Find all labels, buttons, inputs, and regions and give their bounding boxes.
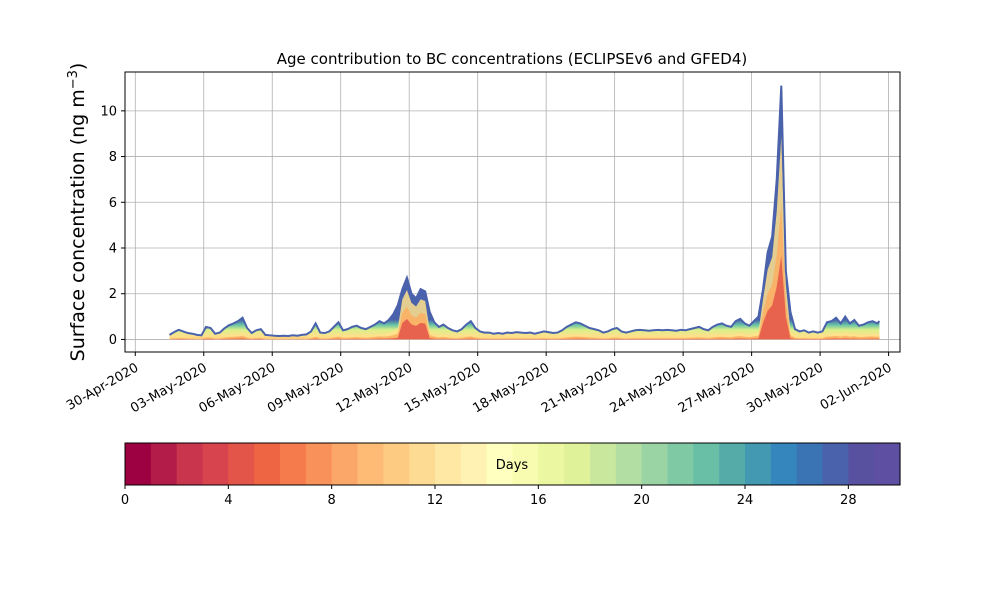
colorbar-bin	[822, 443, 849, 485]
colorbar-bin	[280, 443, 307, 485]
y-axis: 0 2 4 6 8 10	[100, 104, 125, 348]
colorbar-bin	[305, 443, 333, 485]
colorbar-tick-label: 12	[427, 493, 444, 508]
colorbar-bin	[538, 443, 565, 485]
colorbar-tick-label: 24	[737, 493, 754, 508]
colorbar-bin	[331, 443, 359, 485]
colorbar-bin	[615, 443, 643, 485]
colorbar-bin	[383, 443, 410, 485]
colorbar-tick-label: 28	[840, 493, 857, 508]
colorbar-tick-label: 0	[121, 493, 129, 508]
chart-title: Age contribution to BC concentrations (E…	[277, 50, 748, 68]
colorbar-bin	[564, 443, 591, 485]
colorbar-bin	[125, 443, 152, 485]
y-axis-label-close: )	[67, 63, 89, 70]
colorbar-bin	[667, 443, 694, 485]
colorbar: Days 0 4 8 12 16 20 24 28	[121, 442, 901, 508]
y-tick-label: 4	[109, 242, 117, 257]
series-layer	[168, 85, 881, 340]
y-tick-label: 2	[109, 287, 117, 302]
colorbar-bin	[228, 443, 255, 485]
series-top-line	[168, 85, 881, 338]
colorbar-ticks: 0 4 8 12 16 20 24 28	[121, 485, 857, 508]
colorbar-bin	[590, 443, 617, 485]
colorbar-bin	[641, 443, 669, 485]
colorbar-bin	[150, 443, 178, 485]
colorbar-bin	[719, 443, 746, 485]
y-tick-label: 10	[100, 104, 117, 119]
y-tick-label: 0	[109, 333, 117, 348]
y-axis-label-main: Surface concentration (ng m	[67, 89, 89, 361]
colorbar-bin	[357, 443, 384, 485]
y-axis-label-superscript: −3	[66, 70, 81, 89]
colorbar-bin	[409, 443, 436, 485]
y-tick-label: 6	[109, 196, 117, 211]
colorbar-bin	[693, 443, 720, 485]
plot-frame	[124, 71, 901, 353]
colorbar-bin	[254, 443, 281, 485]
colorbar-tick-label: 16	[530, 493, 547, 508]
colorbar-label: Days	[496, 458, 529, 473]
colorbar-bin	[460, 443, 488, 485]
y-axis-label: Surface concentration (ng m−3)	[66, 63, 90, 362]
colorbar-bin	[770, 443, 798, 485]
colorbar-bin	[435, 443, 462, 485]
colorbar-frame	[124, 442, 901, 486]
colorbar-tick-label: 20	[633, 493, 650, 508]
colorbar-bin	[176, 443, 204, 485]
colorbar-bin	[486, 443, 514, 485]
colorbar-bin	[202, 443, 229, 485]
colorbar-tick-label: 8	[328, 493, 336, 508]
colorbar-bin	[796, 443, 824, 485]
colorbar-bin	[512, 443, 539, 485]
colorbar-bin	[874, 443, 901, 485]
colorbar-bin	[745, 443, 772, 485]
colorbar-bins	[125, 443, 901, 485]
colorbar-tick-label: 4	[224, 493, 232, 508]
colorbar-bin	[848, 443, 875, 485]
y-tick-label: 8	[109, 150, 117, 165]
